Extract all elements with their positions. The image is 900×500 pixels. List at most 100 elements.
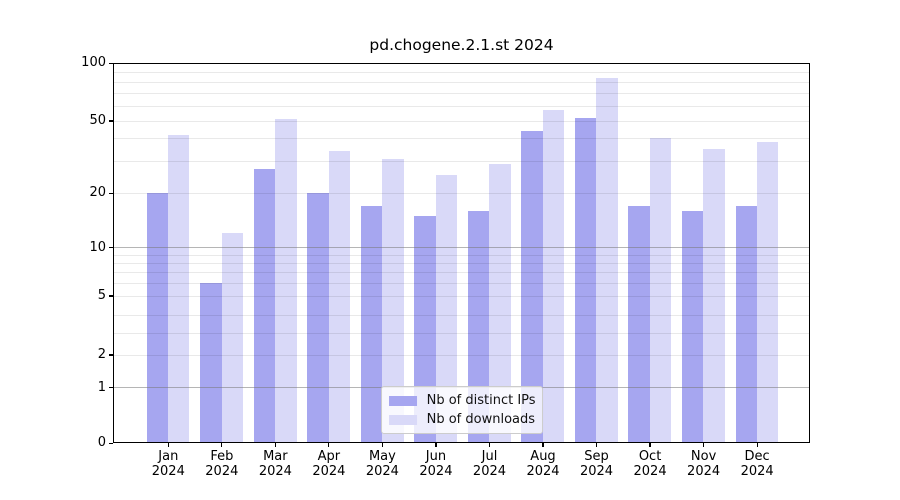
x-tick-month: Jul [481, 449, 498, 464]
x-tick-month: Apr [317, 449, 341, 464]
x-tick-mark-may [381, 443, 383, 448]
gridline-minor-7 [114, 272, 809, 274]
y-tick-label-5: 5 [97, 288, 106, 303]
gridline-minor-9 [114, 254, 809, 256]
plot-area: Nb of distinct IPs Nb of downloads [113, 63, 810, 444]
x-tick-label-jan: Jan 2024 [136, 449, 200, 479]
x-tick-mark-jul [488, 443, 491, 448]
x-tick-label-sep: Sep 2024 [565, 449, 629, 479]
y-tick-mark-50 [109, 120, 114, 122]
y-tick-label-10: 10 [89, 239, 106, 255]
x-tick-month: Nov [690, 449, 717, 464]
y-tick-mark-5 [109, 295, 114, 297]
y-tick-mark-2 [109, 354, 114, 356]
y-tick-mark-1 [109, 387, 114, 389]
bar-downloads-feb [221, 233, 244, 442]
bar-ips-jan [146, 193, 169, 442]
x-tick-mark-sep [595, 443, 598, 448]
legend-label-distinct-ips: Nb of distinct IPs [426, 393, 536, 409]
y-tick-label-50: 50 [89, 113, 106, 128]
x-tick-label-oct: Oct 2024 [618, 449, 682, 479]
x-tick-label-aug: Aug 2024 [511, 449, 575, 479]
x-tick-month: Feb [210, 449, 234, 464]
x-tick-year: 2024 [633, 463, 667, 479]
gridline-minor-20 [114, 193, 809, 195]
gridline-major-10 [114, 247, 809, 249]
gridline-minor-5 [114, 295, 809, 297]
legend-swatch-downloads [388, 414, 417, 425]
bar-ips-jun [414, 215, 436, 442]
x-tick-mark-nov [703, 443, 705, 448]
bar-downloads-mar [275, 119, 297, 442]
chart-title: pd.chogene.2.1.st 2024 [369, 36, 554, 54]
x-tick-month: Dec [744, 449, 770, 464]
x-tick-mark-oct [649, 443, 651, 448]
x-tick-label-dec: Dec 2024 [725, 449, 789, 479]
x-tick-year: 2024 [365, 463, 399, 479]
x-tick-month: Aug [530, 449, 556, 464]
x-tick-year: 2024 [526, 463, 560, 479]
x-tick-month: Jan [158, 449, 179, 464]
gridline-minor-30 [114, 161, 809, 163]
gridline-minor-8 [114, 263, 809, 265]
y-tick-mark-10 [109, 247, 114, 249]
bar-downloads-oct [649, 138, 672, 442]
x-tick-mark-mar [274, 443, 276, 448]
y-tick-label-0: 0 [97, 435, 106, 451]
y-tick-label-2: 2 [97, 347, 106, 362]
bar-downloads-sep [596, 77, 618, 442]
y-tick-label-100: 100 [81, 55, 106, 71]
bar-downloads-nov [703, 148, 725, 442]
x-tick-year: 2024 [579, 463, 614, 479]
gridline-minor-2 [114, 354, 809, 356]
x-tick-year: 2024 [419, 463, 453, 479]
x-tick-year: 2024 [472, 463, 507, 479]
x-tick-year: 2024 [687, 463, 721, 479]
bar-ips-dec [735, 205, 757, 442]
legend-row-downloads: Nb of downloads [388, 410, 536, 429]
y-tick-mark-0 [109, 442, 114, 444]
legend-label-downloads: Nb of downloads [426, 412, 536, 428]
legend-row-distinct-ips: Nb of distinct IPs [388, 391, 536, 410]
bar-downloads-jun [435, 175, 458, 442]
x-tick-label-jun: Jun 2024 [404, 449, 468, 479]
x-tick-year: 2024 [205, 463, 239, 479]
gridline-minor-3 [114, 333, 809, 335]
gridline-minor-40 [114, 138, 809, 140]
bar-ips-jul [467, 210, 490, 442]
gridline-minor-90 [114, 71, 809, 73]
x-tick-month: Mar [263, 449, 288, 464]
x-tick-month: Oct [638, 449, 662, 464]
x-tick-year: 2024 [151, 463, 185, 479]
x-tick-label-feb: Feb 2024 [190, 449, 254, 479]
gridline-minor-70 [114, 92, 809, 94]
bar-downloads-may [382, 158, 404, 442]
bar-ips-oct [628, 205, 650, 442]
x-tick-mark-apr [328, 443, 330, 448]
y-tick-label-20: 20 [89, 185, 106, 201]
plot-inner [114, 64, 809, 442]
gridline-minor-50 [114, 120, 809, 122]
bar-ips-aug [521, 130, 543, 442]
x-tick-month: Jun [425, 449, 447, 464]
x-tick-label-jul: Jul 2024 [457, 449, 521, 479]
x-tick-mark-feb [221, 443, 223, 448]
x-tick-mark-jun [435, 443, 437, 448]
gridline-minor-80 [114, 81, 809, 83]
x-tick-label-apr: Apr 2024 [297, 449, 361, 479]
x-tick-mark-jan [167, 443, 169, 448]
legend: Nb of distinct IPs Nb of downloads [380, 386, 543, 435]
bar-ips-nov [681, 210, 704, 442]
bar-downloads-jul [489, 163, 511, 442]
x-tick-label-may: May 2024 [350, 449, 414, 479]
bar-downloads-apr [328, 151, 351, 442]
gridline-minor-6 [114, 283, 809, 285]
x-tick-month: Sep [584, 449, 609, 464]
x-tick-label-mar: Mar 2024 [243, 449, 307, 479]
x-tick-label-nov: Nov 2024 [672, 449, 736, 479]
x-tick-year: 2024 [740, 463, 774, 479]
bar-ips-mar [253, 169, 276, 442]
bar-downloads-aug [542, 109, 565, 442]
x-tick-year: 2024 [312, 463, 346, 479]
